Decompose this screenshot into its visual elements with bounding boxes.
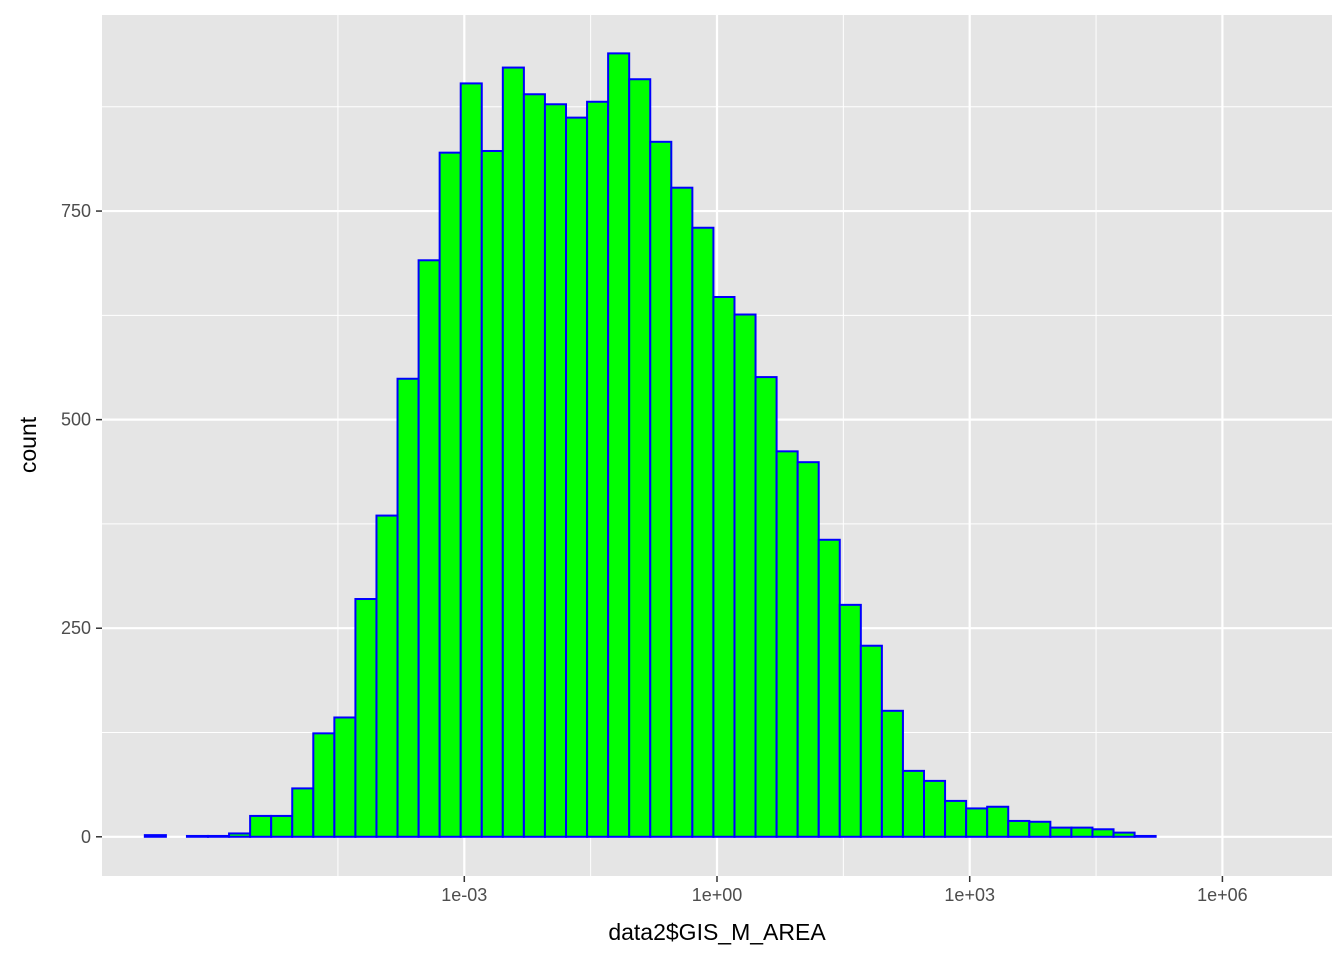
bar-16 bbox=[480, 149, 504, 838]
x-axis: 1e-03 1e+00 1e+03 1e+06 bbox=[441, 876, 1248, 905]
bar-3 bbox=[207, 834, 231, 838]
bars bbox=[143, 52, 1157, 838]
bar-26 bbox=[691, 226, 715, 838]
x-tick-label-1: 1e+00 bbox=[692, 885, 743, 905]
bar-7 bbox=[291, 787, 315, 838]
bar-28 bbox=[733, 313, 757, 838]
bar-4 bbox=[228, 832, 252, 838]
y-tick-label-2: 500 bbox=[61, 410, 91, 430]
y-axis: 0 250 500 750 bbox=[61, 201, 102, 847]
bar-13 bbox=[417, 259, 441, 838]
bar-6 bbox=[270, 814, 294, 838]
bar-43 bbox=[1049, 826, 1073, 838]
bar-9 bbox=[333, 716, 357, 838]
bar-5 bbox=[249, 814, 273, 838]
y-axis-title: count bbox=[15, 416, 41, 473]
bar-42 bbox=[1028, 820, 1052, 838]
bar-37 bbox=[923, 779, 947, 838]
bar-12 bbox=[396, 377, 420, 838]
bar-35 bbox=[880, 709, 904, 838]
bar-18 bbox=[522, 93, 546, 838]
bar-25 bbox=[670, 186, 694, 838]
x-tick-label-3: 1e+06 bbox=[1197, 885, 1248, 905]
bar-47 bbox=[1133, 834, 1157, 838]
bar-31 bbox=[796, 461, 820, 838]
bar-2 bbox=[185, 834, 210, 838]
bar-27 bbox=[712, 295, 736, 838]
bar-41 bbox=[1007, 819, 1031, 838]
bar-11 bbox=[375, 514, 399, 838]
bar-8 bbox=[312, 732, 336, 838]
bar-34 bbox=[859, 644, 883, 838]
bar-33 bbox=[838, 603, 862, 838]
bar-30 bbox=[775, 450, 799, 838]
bar-23 bbox=[628, 78, 652, 838]
bar-24 bbox=[649, 140, 673, 838]
bar-46 bbox=[1112, 831, 1136, 838]
bar-38 bbox=[944, 799, 968, 838]
bar-20 bbox=[565, 116, 589, 838]
bar-19 bbox=[543, 103, 568, 838]
bar-40 bbox=[986, 805, 1010, 838]
bar-21 bbox=[586, 100, 610, 838]
bar-29 bbox=[754, 376, 778, 838]
bar-22 bbox=[607, 52, 631, 838]
y-tick-label-3: 750 bbox=[61, 201, 91, 221]
bar-10 bbox=[354, 598, 378, 838]
bar-45 bbox=[1091, 828, 1115, 838]
bar-15 bbox=[459, 82, 483, 838]
bar-36 bbox=[901, 769, 926, 838]
y-tick-label-1: 250 bbox=[61, 618, 91, 638]
x-axis-title: data2$GIS_M_AREA bbox=[608, 919, 826, 945]
x-tick-label-0: 1e-03 bbox=[441, 885, 487, 905]
bar-39 bbox=[965, 807, 989, 838]
bar-17 bbox=[501, 66, 525, 838]
bar-44 bbox=[1070, 826, 1094, 838]
bar-14 bbox=[438, 151, 462, 838]
y-tick-label-0: 0 bbox=[81, 827, 91, 847]
bar-32 bbox=[817, 538, 841, 838]
bar-0 bbox=[143, 834, 167, 838]
x-tick-label-2: 1e+03 bbox=[944, 885, 995, 905]
